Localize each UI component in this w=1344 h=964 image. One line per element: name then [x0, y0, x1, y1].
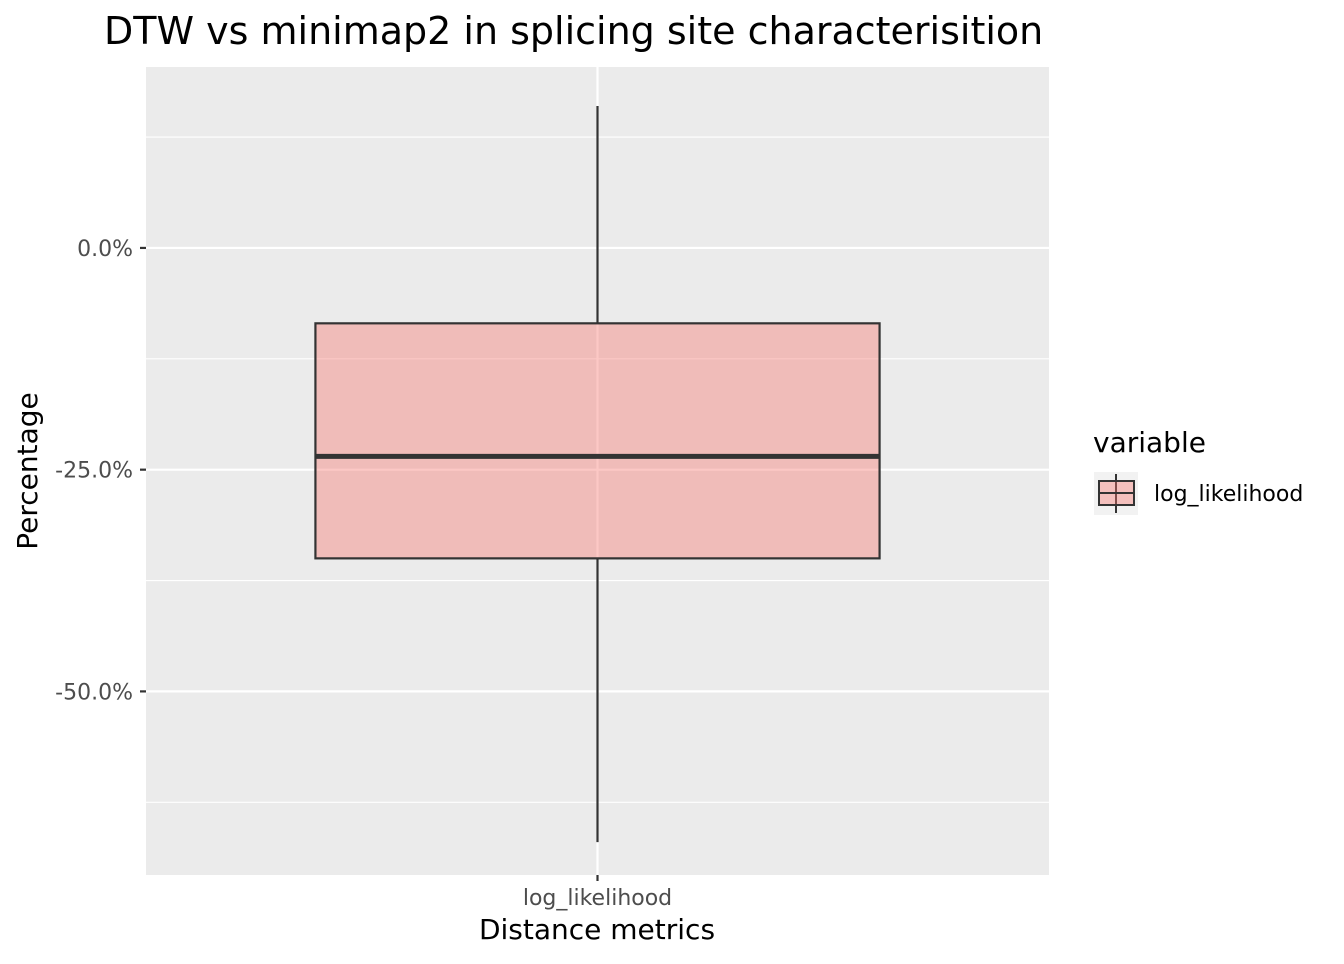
- box-layer: [314, 106, 881, 843]
- x-tick-label: log_likelihood: [523, 886, 672, 911]
- box-iqr: [314, 322, 881, 560]
- y-tick-label: -25.0%: [55, 459, 133, 484]
- legend-label: log_likelihood: [1154, 482, 1303, 507]
- chart-title: DTW vs minimap2 in splicing site charact…: [104, 9, 1043, 53]
- y-tick-label: -50.0%: [55, 680, 133, 705]
- legend-title: variable: [1093, 426, 1206, 459]
- y-axis-title: Percentage: [11, 392, 44, 550]
- y-tick-label: 0.0%: [77, 237, 133, 262]
- legend: variable log_likelihood: [1093, 426, 1303, 515]
- x-axis-title: Distance metrics: [479, 913, 715, 946]
- x-axis: log_likelihood: [523, 875, 672, 911]
- y-axis: 0.0% -25.0% -50.0%: [55, 237, 146, 705]
